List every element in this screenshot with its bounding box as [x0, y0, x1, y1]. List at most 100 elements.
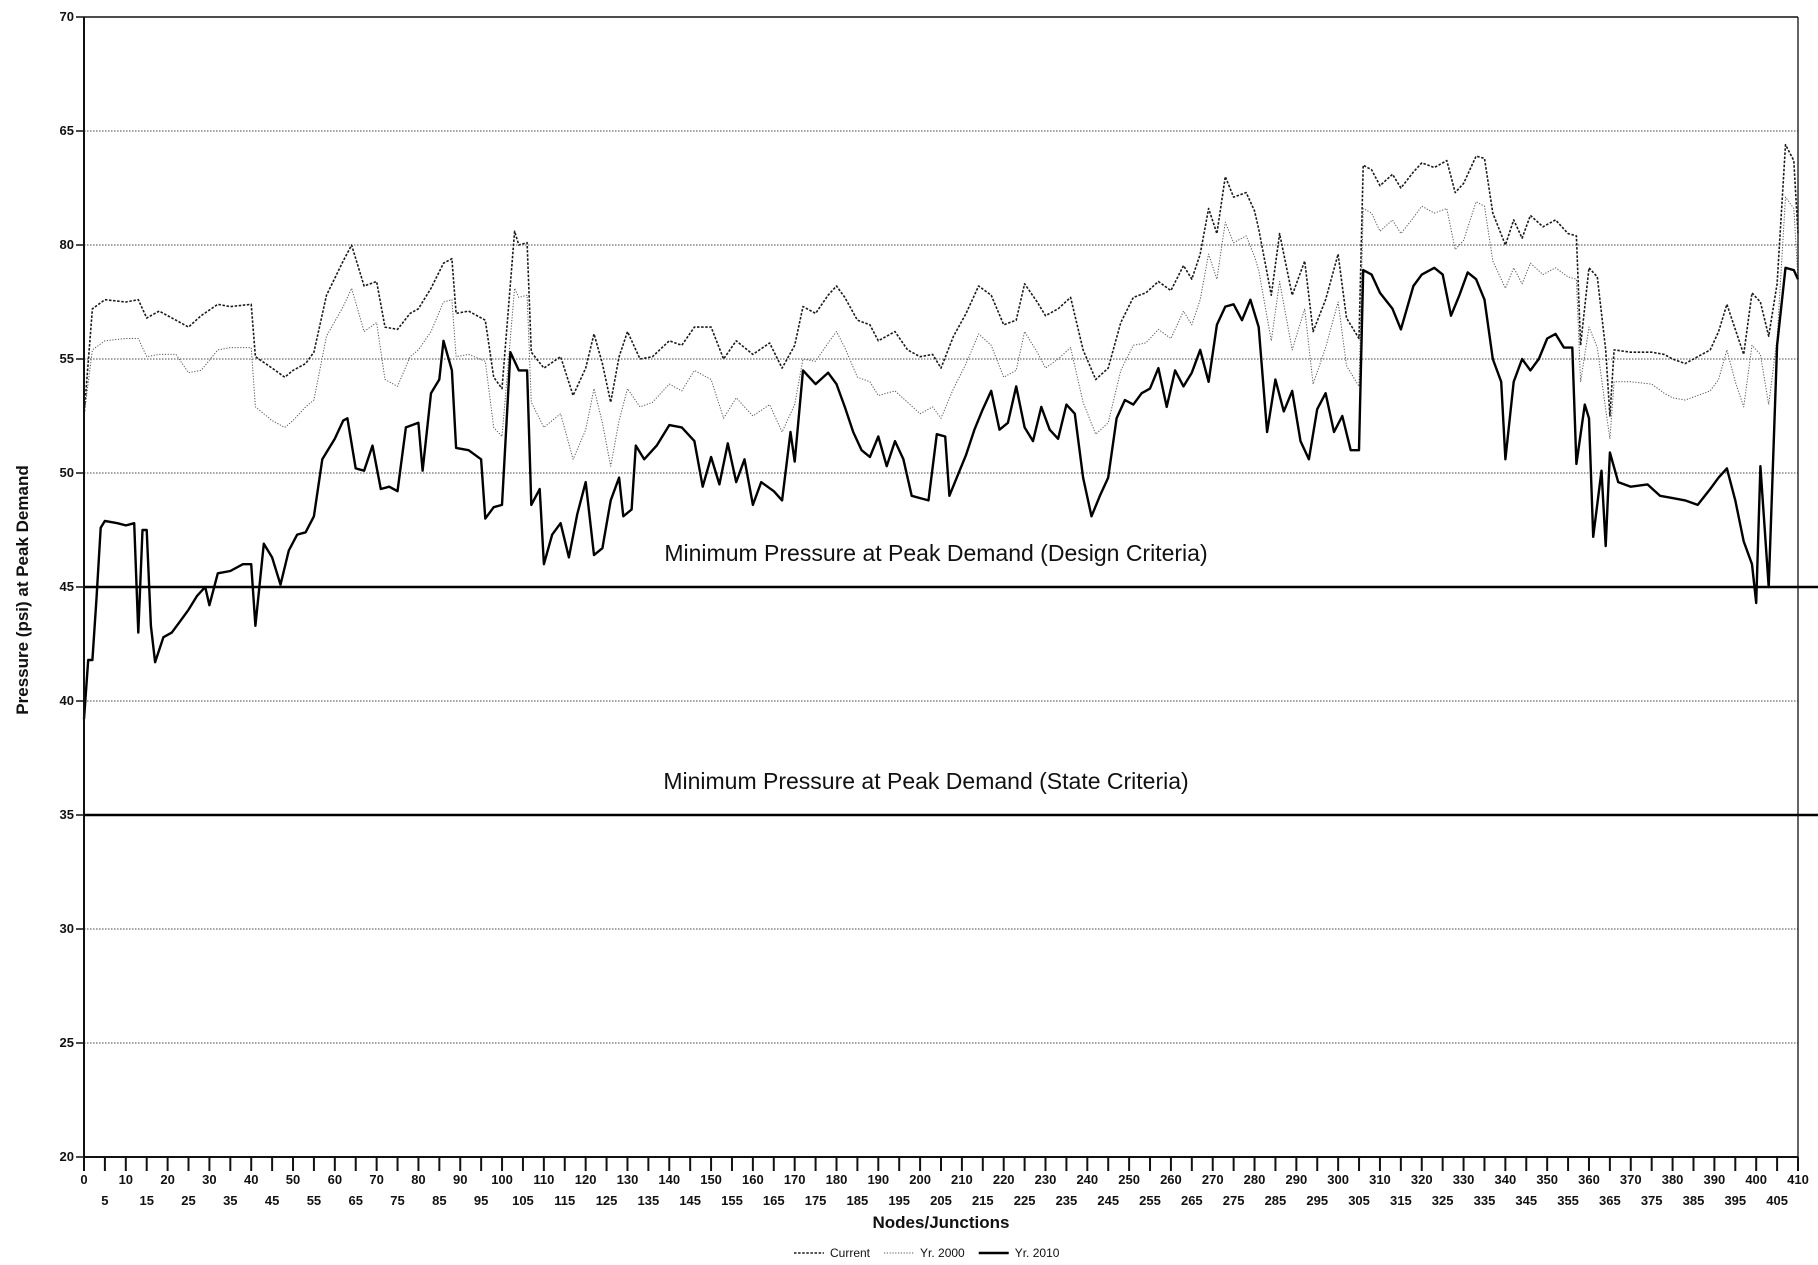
- x-tick-label-365: 365: [1599, 1193, 1621, 1208]
- x-tick-label-355: 355: [1557, 1193, 1579, 1208]
- x-tick-label-65: 65: [348, 1193, 362, 1208]
- x-tick-label-260: 260: [1160, 1172, 1182, 1187]
- x-tick-label-390: 390: [1704, 1172, 1726, 1187]
- x-tick-label-210: 210: [951, 1172, 973, 1187]
- y-tick-label-45: 45: [60, 579, 74, 594]
- x-tick-label-70: 70: [369, 1172, 383, 1187]
- x-tick-label-290: 290: [1285, 1172, 1307, 1187]
- x-tick-label-350: 350: [1536, 1172, 1558, 1187]
- x-tick-label-395: 395: [1724, 1193, 1746, 1208]
- x-tick-label-330: 330: [1453, 1172, 1475, 1187]
- x-tick-label-215: 215: [972, 1193, 994, 1208]
- x-tick-label-15: 15: [139, 1193, 153, 1208]
- x-tick-label-75: 75: [390, 1193, 404, 1208]
- x-tick-label-135: 135: [638, 1193, 660, 1208]
- data-series: [82, 143, 1800, 720]
- x-tick-label-30: 30: [202, 1172, 216, 1187]
- x-tick-label-300: 300: [1327, 1172, 1349, 1187]
- y-tick-label-60: 80: [60, 237, 74, 252]
- tick-labels: 20 25 30 35 40 45 50 55 80 65 70 0 10 20 30 40 50 60 70 80 9…: [60, 9, 1809, 1208]
- x-tick-label-315: 315: [1390, 1193, 1412, 1208]
- x-tick-label-45: 45: [265, 1193, 279, 1208]
- legend-label-1: Yr. 2000: [920, 1246, 965, 1260]
- x-tick-label-50: 50: [286, 1172, 300, 1187]
- x-tick-label-250: 250: [1118, 1172, 1140, 1187]
- y-tick-label-25: 25: [60, 1035, 74, 1050]
- x-tick-label-175: 175: [805, 1193, 827, 1208]
- x-tick-label-145: 145: [679, 1193, 701, 1208]
- x-tick-label-60: 60: [328, 1172, 342, 1187]
- x-tick-label-160: 160: [742, 1172, 764, 1187]
- legend: Current Yr. 2000 Yr. 2010: [794, 1246, 1060, 1260]
- x-tick-label-105: 105: [512, 1193, 534, 1208]
- x-tick-label-100: 100: [491, 1172, 513, 1187]
- x-tick-label-155: 155: [721, 1193, 743, 1208]
- x-tick-label-140: 140: [658, 1172, 680, 1187]
- x-tick-label-240: 240: [1076, 1172, 1098, 1187]
- x-tick-label-10: 10: [119, 1172, 133, 1187]
- x-tick-label-320: 320: [1411, 1172, 1433, 1187]
- x-tick-label-340: 340: [1495, 1172, 1517, 1187]
- y-tick-label-55: 55: [60, 351, 74, 366]
- x-tick-label-190: 190: [867, 1172, 889, 1187]
- x-tick-label-130: 130: [617, 1172, 639, 1187]
- axes: [76, 16, 1799, 1171]
- x-tick-label-375: 375: [1641, 1193, 1663, 1208]
- x-tick-label-285: 285: [1265, 1193, 1287, 1208]
- x-tick-label-165: 165: [763, 1193, 785, 1208]
- design-criteria-label: Minimum Pressure at Peak Demand (Design …: [664, 540, 1207, 566]
- x-tick-label-115: 115: [554, 1193, 575, 1208]
- state-criteria-label: Minimum Pressure at Peak Demand (State C…: [663, 768, 1188, 794]
- y-axis-title: Pressure (psi) at Peak Demand: [13, 465, 32, 714]
- x-tick-label-170: 170: [784, 1172, 806, 1187]
- x-tick-label-150: 150: [700, 1172, 722, 1187]
- annotations: Minimum Pressure at Peak Demand (Design …: [663, 540, 1207, 794]
- y-tick-label-65: 65: [60, 123, 74, 138]
- series-line-yr-2000: [83, 196, 1799, 467]
- x-tick-label-80: 80: [411, 1172, 425, 1187]
- x-tick-label-200: 200: [909, 1172, 931, 1187]
- x-tick-label-195: 195: [888, 1193, 910, 1208]
- x-tick-label-110: 110: [533, 1172, 554, 1187]
- x-tick-label-20: 20: [160, 1172, 174, 1187]
- x-tick-label-35: 35: [223, 1193, 237, 1208]
- x-tick-label-245: 245: [1097, 1193, 1119, 1208]
- x-tick-label-335: 335: [1474, 1193, 1496, 1208]
- series-line-current: [83, 143, 1799, 417]
- x-tick-label-360: 360: [1578, 1172, 1600, 1187]
- legend-label-2: Yr. 2010: [1015, 1246, 1060, 1260]
- x-tick-label-295: 295: [1306, 1193, 1328, 1208]
- x-tick-label-225: 225: [1014, 1193, 1036, 1208]
- series-line-yr-2010: [82, 266, 1800, 720]
- x-tick-label-235: 235: [1056, 1193, 1078, 1208]
- x-tick-label-95: 95: [474, 1193, 488, 1208]
- x-tick-label-265: 265: [1181, 1193, 1203, 1208]
- x-tick-label-255: 255: [1139, 1193, 1161, 1208]
- y-tick-label-35: 35: [60, 807, 74, 822]
- x-tick-label-55: 55: [307, 1193, 321, 1208]
- y-tick-label-50: 50: [60, 465, 74, 480]
- x-tick-label-90: 90: [453, 1172, 467, 1187]
- x-tick-label-275: 275: [1223, 1193, 1245, 1208]
- x-tick-label-230: 230: [1035, 1172, 1057, 1187]
- x-tick-label-120: 120: [575, 1172, 597, 1187]
- x-tick-label-370: 370: [1620, 1172, 1642, 1187]
- criteria-lines: [84, 585, 1818, 817]
- y-tick-label-20: 20: [60, 1149, 74, 1164]
- x-tick-label-400: 400: [1745, 1172, 1767, 1187]
- x-tick-label-280: 280: [1244, 1172, 1266, 1187]
- x-tick-label-25: 25: [181, 1193, 195, 1208]
- x-tick-label-185: 185: [847, 1193, 869, 1208]
- x-tick-label-40: 40: [244, 1172, 258, 1187]
- x-tick-label-5: 5: [101, 1193, 108, 1208]
- x-tick-label-410: 410: [1787, 1172, 1809, 1187]
- x-tick-label-125: 125: [596, 1193, 618, 1208]
- x-tick-label-205: 205: [930, 1193, 952, 1208]
- y-tick-label-40: 40: [60, 693, 74, 708]
- x-tick-label-220: 220: [993, 1172, 1015, 1187]
- x-tick-label-0: 0: [80, 1172, 87, 1187]
- x-tick-label-270: 270: [1202, 1172, 1224, 1187]
- x-tick-label-305: 305: [1348, 1193, 1370, 1208]
